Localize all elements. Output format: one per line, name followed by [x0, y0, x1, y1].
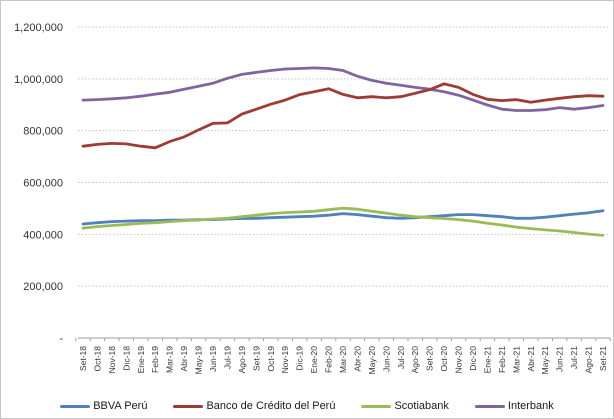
x-axis-tick-label: Set-21 [598, 346, 608, 371]
x-axis-tick-label: Jun-20 [381, 346, 391, 372]
legend-item-bbva-peru: BBVA Perú [60, 400, 147, 412]
x-axis-tick-label: Ene-20 [309, 346, 319, 374]
legend-swatch [361, 404, 392, 408]
x-axis-tick-label: Ago-19 [237, 346, 247, 374]
legend-item-banco-de-credito-del-peru: Banco de Crédito del Perú [173, 400, 335, 412]
legend-item-interbank: Interbank [474, 400, 554, 412]
legend-label: Scotiabank [394, 400, 449, 412]
y-axis-tick-label: 400,000 [23, 229, 63, 241]
legend-label: Interbank [507, 400, 554, 412]
x-axis-labels: Set-18 Oct-18 Nov-18 Dic-18 Ene-19 Feb-19 Mar-… [78, 346, 608, 375]
x-axis-tick-label: Set-19 [251, 346, 261, 371]
legend-label: BBVA Perú [93, 400, 148, 412]
x-axis-tick-label: Jul-19 [222, 346, 232, 369]
x-axis-tick-label: Ene-21 [482, 346, 492, 374]
x-axis-tick-label: Nov-19 [280, 346, 290, 374]
x-axis-tick-label: May-19 [194, 346, 204, 375]
x-axis-tick-label: Dic-18 [121, 346, 131, 371]
y-axis-tick-label: 600,000 [23, 178, 63, 190]
x-axis-tick-label: Ago-21 [584, 346, 594, 374]
x-axis-tick-label: Feb-21 [497, 346, 507, 373]
series-line-interbank [81, 66, 605, 112]
x-axis-tick-label: Nov-20 [454, 346, 464, 374]
y-axis-tick-label: 200,000 [23, 281, 63, 293]
legend-label: Banco de Crédito del Perú [206, 400, 336, 412]
x-axis-tick-label: May-21 [540, 346, 550, 375]
series-lines [81, 66, 605, 237]
x-axis-tick-label: May-20 [367, 346, 377, 375]
legend-swatch [173, 404, 204, 408]
legend-swatch [474, 404, 505, 408]
y-axis-tick-label: - [59, 333, 63, 345]
x-axis [75, 337, 611, 341]
x-axis-tick-label: Dic-19 [295, 346, 305, 371]
x-axis-tick-label: Abr-20 [352, 346, 362, 372]
x-axis-tick-label: Ene-19 [136, 346, 146, 374]
x-axis-tick-label: Jul-21 [569, 346, 579, 369]
x-axis-tick-label: Feb-20 [324, 346, 334, 373]
x-axis-tick-label: Oct-20 [439, 346, 449, 372]
series-line-bbva-peru [81, 209, 605, 226]
gridlines [78, 26, 610, 287]
series-line-banco-de-credito-del-peru [81, 82, 605, 150]
x-axis-tick-label: Mar-21 [511, 346, 521, 373]
x-axis-tick-label: Abr-19 [179, 346, 189, 372]
y-axis-tick-label: 800,000 [23, 126, 63, 138]
x-axis-tick-label: Mar-19 [165, 346, 175, 373]
x-axis-tick-label: Ago-20 [410, 346, 420, 374]
x-axis-tick-label: Oct-18 [92, 346, 102, 372]
legend-item-scotiabank: Scotiabank [361, 400, 449, 412]
x-axis-tick-label: Set-18 [78, 346, 88, 371]
x-axis-tick-label: Mar-20 [338, 346, 348, 373]
y-axis-labels: 1,200,000 1,000,000 800,000 600,000 400,000 2… [14, 22, 63, 345]
legend-swatch [60, 404, 91, 408]
y-axis-tick-label: 1,000,000 [14, 74, 63, 86]
series-line-scotiabank [81, 206, 605, 237]
x-axis-tick-label: Jun-21 [555, 346, 565, 372]
x-axis-tick-label: Feb-19 [150, 346, 160, 373]
x-axis-tick-label: Nov-18 [107, 346, 117, 374]
x-axis-tick-label: Abr-21 [526, 346, 536, 372]
x-axis-tick-label: Dic-20 [468, 346, 478, 371]
x-axis-tick-label: Oct-19 [266, 346, 276, 372]
x-axis-tick-label: Set-20 [425, 346, 435, 371]
x-axis-tick-label: Jul-20 [396, 346, 406, 369]
y-axis-tick-label: 1,200,000 [14, 22, 63, 34]
x-axis-tick-label: Jun-19 [208, 346, 218, 372]
legend: BBVA Perú Banco de Crédito del Perú Scotia… [1, 397, 613, 415]
